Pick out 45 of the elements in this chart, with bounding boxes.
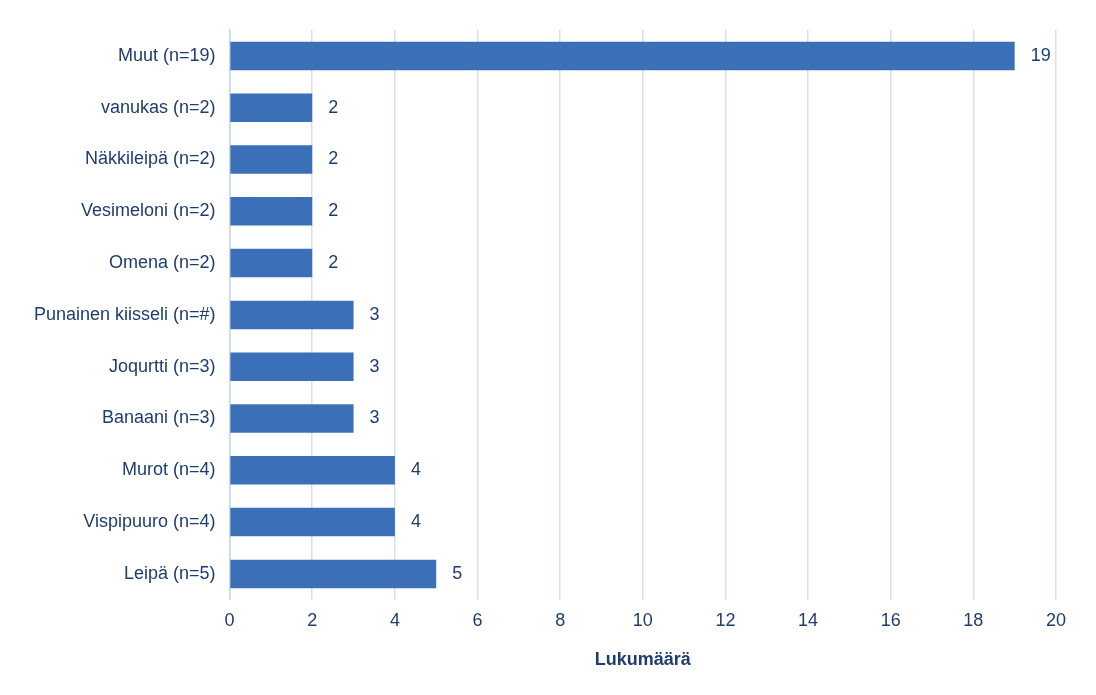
- x-tick-label: 6: [472, 609, 483, 630]
- bar: [230, 300, 354, 330]
- bar: [230, 404, 354, 433]
- data-label: 2: [328, 96, 339, 117]
- data-label: 2: [328, 252, 339, 273]
- data-label: 5: [452, 562, 463, 583]
- y-tick-label: Vesimeloni (n=2): [81, 200, 216, 221]
- y-tick-label: Banaani (n=3): [102, 407, 216, 428]
- y-tick-label: Omena (n=2): [109, 252, 216, 273]
- bar: [230, 559, 437, 589]
- x-tick-label: 10: [632, 609, 653, 630]
- bar: [230, 41, 1015, 71]
- data-label: 19: [1030, 44, 1051, 65]
- y-tick-label: Vispipuuro (n=4): [83, 511, 216, 532]
- data-label: 3: [369, 303, 380, 324]
- y-tick-label: Muut (n=19): [118, 44, 216, 65]
- y-tick-label: Joqurtti (n=3): [109, 355, 216, 376]
- y-tick-label: Näkkileipä (n=2): [85, 148, 216, 169]
- y-tick-label: Punainen kiisseli (n=#): [33, 303, 216, 324]
- x-tick-label: 4: [389, 609, 400, 630]
- data-label: 3: [369, 407, 380, 428]
- bar: [230, 456, 395, 485]
- y-tick-label: vanukas (n=2): [101, 96, 216, 117]
- data-label: 4: [410, 511, 421, 532]
- bar: [230, 352, 354, 381]
- x-tick-label: 12: [715, 609, 736, 630]
- bar: [230, 248, 313, 278]
- data-label: 2: [328, 200, 339, 221]
- x-tick-label: 16: [880, 609, 901, 630]
- bar: [230, 197, 313, 226]
- y-tick-label: Leipä (n=5): [124, 562, 216, 583]
- x-tick-label: 2: [307, 609, 318, 630]
- x-tick-label: 18: [963, 609, 984, 630]
- data-label: 3: [369, 355, 380, 376]
- data-label: 4: [410, 459, 421, 480]
- y-tick-label: Murot (n=4): [122, 459, 216, 480]
- bar: [230, 145, 313, 174]
- x-tick-label: 20: [1045, 609, 1067, 630]
- bar: [230, 507, 395, 537]
- x-tick-label: 8: [555, 609, 566, 630]
- x-tick-label: 0: [224, 609, 235, 630]
- x-axis-title: Lukumäärä: [594, 649, 692, 670]
- bar: [230, 93, 313, 122]
- data-label: 2: [328, 148, 339, 169]
- x-tick-label: 14: [798, 609, 819, 630]
